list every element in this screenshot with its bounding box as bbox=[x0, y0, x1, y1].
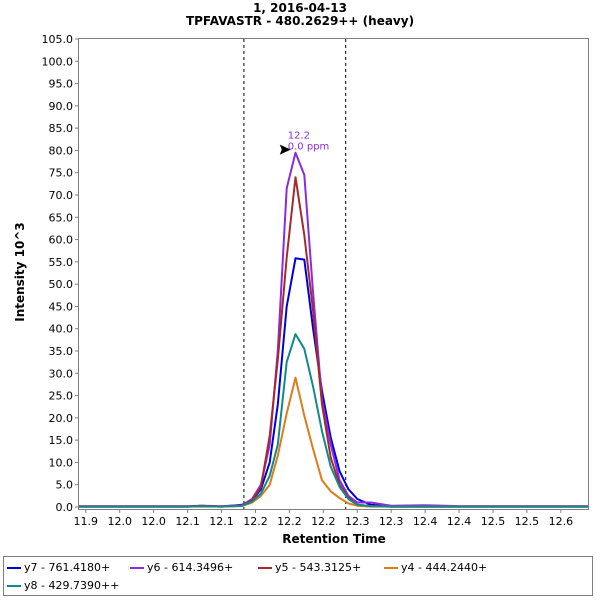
y-tick-label: 15.0 bbox=[49, 434, 74, 447]
legend-item-y4[interactable]: y4 - 444.2440+ bbox=[384, 561, 487, 574]
y-tick-label: 25.0 bbox=[49, 390, 74, 403]
legend-item-y8[interactable]: y8 - 429.7390++ bbox=[7, 579, 119, 592]
x-tick-label: 12.5 bbox=[481, 515, 506, 528]
x-tick-label: 12.4 bbox=[413, 515, 438, 528]
series-line-y4[interactable] bbox=[79, 376, 588, 508]
y-tick-label: 50.0 bbox=[49, 278, 74, 291]
series-line-y6[interactable] bbox=[79, 151, 588, 508]
y-tick-label: 95.0 bbox=[49, 78, 74, 91]
y-tick-label: 75.0 bbox=[49, 167, 74, 180]
y-tick-label: 30.0 bbox=[49, 367, 74, 380]
x-tick-label: 12.0 bbox=[141, 515, 166, 528]
x-axis: 11.9 12.0 12.0 12.1 12.1 12.2 12.2 12.2 12.3 12.3… bbox=[74, 509, 574, 528]
chart-title: 1, 2016-04-13 bbox=[253, 1, 347, 15]
legend-label-y8: y8 - 429.7390++ bbox=[24, 579, 120, 592]
y-tick-label: 100.0 bbox=[42, 55, 74, 68]
legend-label-y5: y5 - 543.3125+ bbox=[275, 561, 362, 574]
y-tick-label: 35.0 bbox=[49, 345, 74, 358]
y-tick-label: 10.0 bbox=[49, 456, 74, 469]
y-tick-label: 45.0 bbox=[49, 300, 74, 313]
series-group bbox=[79, 151, 588, 508]
x-tick-label: 12.3 bbox=[379, 515, 404, 528]
x-tick-label: 12.3 bbox=[345, 515, 370, 528]
legend-swatch-y6 bbox=[130, 566, 144, 569]
x-axis-label: Retention Time bbox=[282, 532, 386, 546]
y-tick-label: 70.0 bbox=[49, 189, 74, 202]
legend-item-y5[interactable]: y5 - 543.3125+ bbox=[258, 561, 361, 574]
y-tick-label: 40.0 bbox=[49, 323, 74, 336]
y-tick-label: 0.0 bbox=[56, 501, 74, 514]
y-tick-label: 85.0 bbox=[49, 122, 74, 135]
legend-swatch-y4 bbox=[384, 566, 398, 569]
x-tick-label: 12.5 bbox=[515, 515, 540, 528]
y-tick-label: 80.0 bbox=[49, 144, 74, 157]
legend-swatch-y5 bbox=[258, 566, 272, 569]
x-tick-label: 12.0 bbox=[107, 515, 132, 528]
x-tick-label: 12.2 bbox=[311, 515, 336, 528]
x-tick-label: 12.4 bbox=[447, 515, 472, 528]
series-line-y8[interactable] bbox=[79, 333, 588, 508]
y-tick-label: 55.0 bbox=[49, 256, 74, 269]
y-tick-label: 60.0 bbox=[49, 234, 74, 247]
x-tick-label: 12.1 bbox=[209, 515, 234, 528]
integration-markers bbox=[243, 39, 347, 509]
peak-annotation: 12.2 0.0 ppm bbox=[279, 131, 330, 155]
legend-item-y6[interactable]: y6 - 614.3496+ bbox=[130, 561, 233, 574]
legend-label-y6: y6 - 614.3496+ bbox=[147, 561, 234, 574]
y-tick-label: 20.0 bbox=[49, 412, 74, 425]
x-tick-label: 11.9 bbox=[74, 515, 99, 528]
legend-label-y7: y7 - 761.4180+ bbox=[24, 561, 111, 574]
x-tick-label: 12.2 bbox=[243, 515, 268, 528]
legend-item-y7[interactable]: y7 - 761.4180+ bbox=[7, 561, 110, 574]
legend-swatch-y7 bbox=[7, 566, 21, 569]
x-tick-label: 12.2 bbox=[277, 515, 302, 528]
legend-label-y4: y4 - 444.2440+ bbox=[401, 561, 488, 574]
chart-subtitle: TPFAVASTR - 480.2629++ (heavy) bbox=[185, 14, 415, 28]
plot-area-border bbox=[78, 38, 589, 510]
peak-arrow-icon bbox=[279, 144, 291, 155]
x-tick-label: 12.6 bbox=[549, 515, 574, 528]
y-tick-label: 105.0 bbox=[42, 33, 74, 46]
peak-retention-label: 12.2 bbox=[288, 131, 310, 142]
legend-swatch-y8 bbox=[7, 584, 21, 587]
y-tick-label: 5.0 bbox=[56, 479, 74, 492]
legend: y7 - 761.4180+ y6 - 614.3496+ y5 - 543.3… bbox=[3, 556, 593, 596]
y-axis-label: Intensity 10^3 bbox=[13, 222, 27, 322]
y-tick-label: 65.0 bbox=[49, 211, 74, 224]
y-axis: 0.0 5.0 10.0 15.0 20.0 25.0 30.0 35.0 40.0 45.0 50… bbox=[42, 33, 79, 514]
x-tick-label: 12.1 bbox=[175, 515, 200, 528]
peak-ppm-label: 0.0 ppm bbox=[288, 142, 330, 153]
y-tick-label: 90.0 bbox=[49, 100, 74, 113]
